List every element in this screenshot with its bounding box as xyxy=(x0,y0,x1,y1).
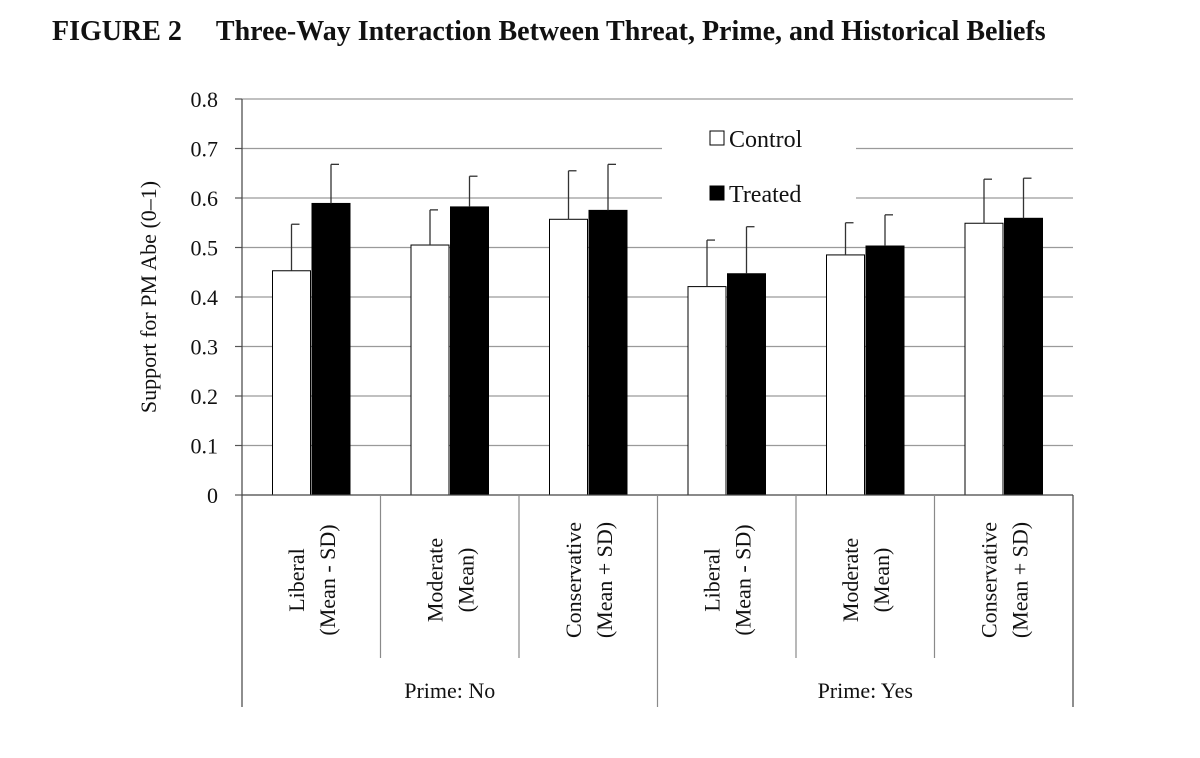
legend-swatch-treated xyxy=(709,185,725,201)
y-tick-label: 0.3 xyxy=(191,335,219,360)
y-tick-label: 0.7 xyxy=(191,137,219,162)
y-axis-title: Support for PM Abe (0–1) xyxy=(136,181,161,413)
category-label: Conservative xyxy=(561,522,586,638)
y-tick-label: 0.2 xyxy=(191,384,219,409)
bar-treated xyxy=(450,206,489,496)
figure-number: FIGURE 2 xyxy=(52,16,182,47)
category-label: Liberal xyxy=(284,548,309,612)
category-label: Moderate xyxy=(838,538,863,622)
category-label: Liberal xyxy=(699,548,724,612)
bar-control xyxy=(272,270,311,496)
y-axis-ticks: 0 0.1 0.2 0.3 0.4 0.5 0.6 0.7 0.8 xyxy=(191,87,242,508)
category-label: (Mean) xyxy=(453,548,478,613)
figure-title: FIGURE 2 Three-Way Interaction Between Th… xyxy=(52,16,1046,48)
legend-label-control: Control xyxy=(729,127,803,153)
category-label: (Mean + SD) xyxy=(1007,522,1032,638)
bar-treated xyxy=(588,209,628,496)
category-label: (Mean) xyxy=(869,548,894,613)
bar-control xyxy=(549,218,588,496)
y-tick-label: 0.1 xyxy=(191,434,219,459)
gridlines xyxy=(242,98,1073,447)
legend-label-treated: Treated xyxy=(729,182,801,208)
category-label: Conservative xyxy=(976,522,1001,638)
group-label: Prime: Yes xyxy=(818,678,913,703)
y-tick-label: 0.5 xyxy=(191,236,219,261)
category-label: (Mean - SD) xyxy=(315,524,340,635)
bar-treated xyxy=(1004,217,1043,496)
bar-treated xyxy=(865,245,905,496)
category-label: (Mean - SD) xyxy=(730,524,755,635)
bar-treated xyxy=(727,273,766,496)
y-tick-label: 0.4 xyxy=(191,285,219,310)
y-tick-label: 0.8 xyxy=(191,87,219,112)
category-label: (Mean + SD) xyxy=(592,522,617,638)
group-label: Prime: No xyxy=(404,678,495,703)
category-label: Moderate xyxy=(422,538,447,622)
legend: Control Treated xyxy=(709,127,803,208)
y-tick-label: 0 xyxy=(207,483,218,508)
y-tick-label: 0.6 xyxy=(191,186,219,211)
axes xyxy=(241,99,1074,707)
bars xyxy=(272,163,1043,496)
x-axis-labels: Liberal (Mean - SD) Moderate (Mean) Conserva… xyxy=(284,522,1033,703)
bar-control xyxy=(826,254,865,496)
bar-control xyxy=(687,286,727,496)
bar-treated xyxy=(311,202,351,496)
bar-control xyxy=(410,244,450,496)
legend-swatch-control xyxy=(709,130,725,146)
bar-control xyxy=(964,222,1004,496)
figure-title-text: Three-Way Interaction Between Threat, Pr… xyxy=(215,16,1046,47)
